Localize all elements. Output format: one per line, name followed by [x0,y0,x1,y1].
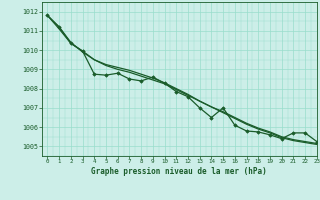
X-axis label: Graphe pression niveau de la mer (hPa): Graphe pression niveau de la mer (hPa) [91,167,267,176]
